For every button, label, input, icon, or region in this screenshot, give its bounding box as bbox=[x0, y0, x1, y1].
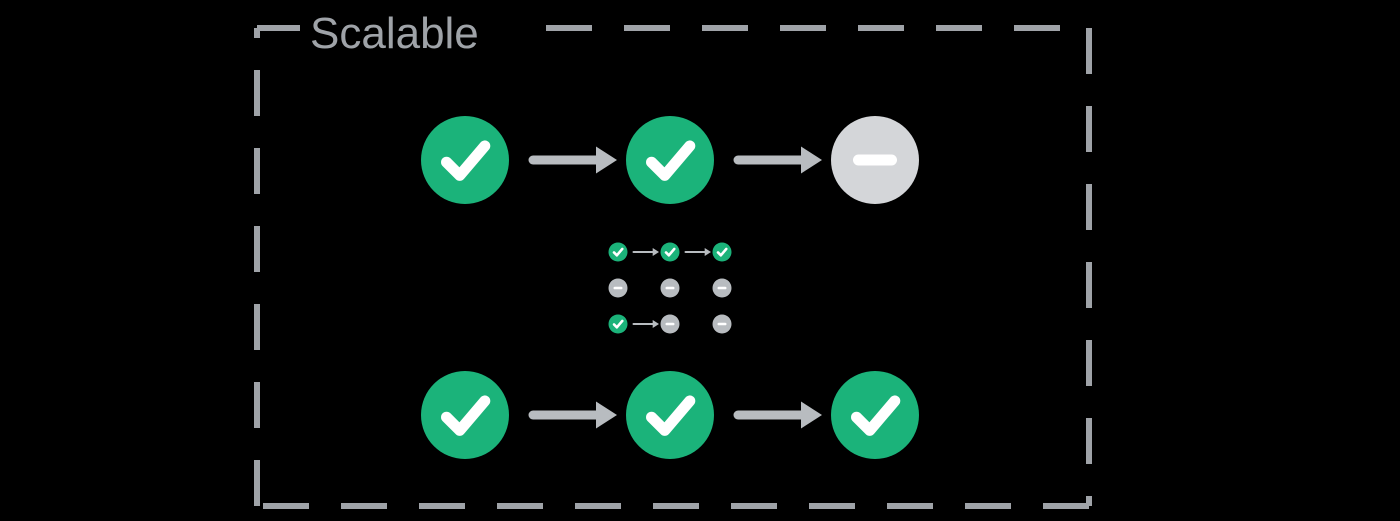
mini-node-success bbox=[713, 243, 732, 262]
minus-icon bbox=[666, 287, 675, 290]
arrow-icon bbox=[738, 402, 822, 429]
large-row-0 bbox=[421, 116, 919, 204]
status-node-success bbox=[421, 116, 509, 204]
mini-node-neutral bbox=[713, 279, 732, 298]
status-node-success bbox=[421, 371, 509, 459]
mini-node-neutral bbox=[713, 315, 732, 334]
large-row-1 bbox=[421, 371, 919, 459]
minus-icon bbox=[853, 155, 897, 166]
mini-node-success bbox=[609, 315, 628, 334]
mini-arrow-icon bbox=[634, 320, 660, 328]
mini-arrow-icon bbox=[634, 248, 660, 256]
status-node-success bbox=[831, 371, 919, 459]
arrow-icon bbox=[533, 402, 617, 429]
minus-icon bbox=[718, 323, 727, 326]
minus-icon bbox=[666, 323, 675, 326]
status-node-success bbox=[626, 371, 714, 459]
mini-node-success bbox=[661, 243, 680, 262]
mini-arrow-icon bbox=[686, 248, 712, 256]
minus-icon bbox=[614, 287, 623, 290]
diagram-title: Scalable bbox=[310, 9, 479, 58]
status-node-success bbox=[626, 116, 714, 204]
arrow-icon bbox=[738, 147, 822, 174]
mini-node-success bbox=[609, 243, 628, 262]
minus-icon bbox=[718, 287, 727, 290]
mini-node-neutral bbox=[661, 279, 680, 298]
mini-node-neutral bbox=[661, 315, 680, 334]
scalable-diagram: Scalable bbox=[0, 0, 1400, 521]
arrow-icon bbox=[533, 147, 617, 174]
mini-node-neutral bbox=[609, 279, 628, 298]
mini-grid bbox=[609, 243, 732, 334]
status-node-pending bbox=[831, 116, 919, 204]
